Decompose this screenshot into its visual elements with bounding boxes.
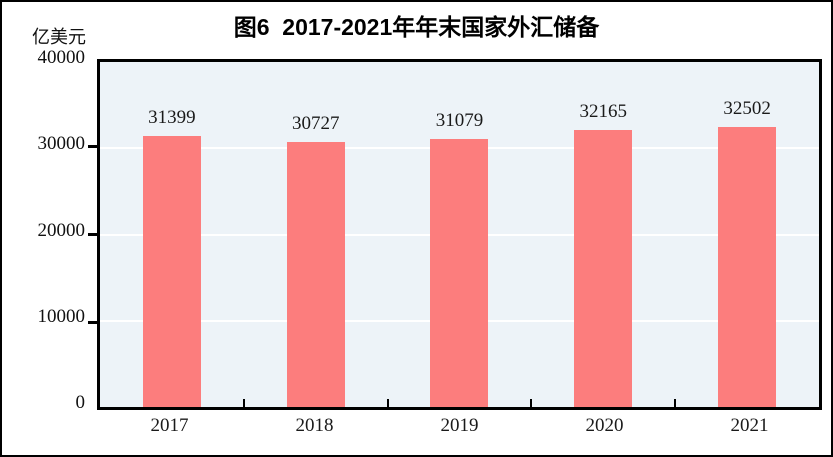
x-axis-tick-labels: 2017 2018 2019 2020 2021 bbox=[97, 415, 822, 443]
bar bbox=[286, 141, 345, 407]
y-tick-label: 10000 bbox=[37, 305, 86, 327]
x-tick-label: 2021 bbox=[730, 415, 769, 436]
bar bbox=[430, 138, 489, 407]
y-axis-tick-labels: 0 10000 20000 30000 40000 bbox=[2, 47, 86, 413]
y-tick-label: 20000 bbox=[37, 219, 86, 241]
x-axis-tick bbox=[530, 399, 533, 407]
bar-slot: 30727 bbox=[244, 62, 388, 407]
y-axis-tick bbox=[88, 320, 97, 324]
bar-value-label: 32165 bbox=[579, 100, 628, 122]
x-tick-label: 2020 bbox=[585, 415, 624, 436]
plot-area: 31399 30727 31079 32165 32502 bbox=[97, 59, 822, 410]
bar-value-label: 32502 bbox=[723, 97, 771, 119]
x-axis-tick bbox=[386, 399, 389, 407]
y-tick-label: 40000 bbox=[37, 47, 86, 69]
bar-slot: 31399 bbox=[100, 62, 244, 407]
y-axis-unit-label: 亿美元 bbox=[32, 27, 86, 47]
y-tick-label: 0 bbox=[75, 392, 86, 414]
bar bbox=[142, 136, 201, 407]
x-axis-tick bbox=[674, 399, 677, 407]
x-tick-label: 2018 bbox=[295, 415, 334, 436]
bar-value-label: 31079 bbox=[435, 109, 484, 131]
bar bbox=[574, 129, 633, 407]
bar bbox=[718, 126, 777, 407]
y-axis-tick bbox=[88, 145, 97, 149]
x-tick-label: 2019 bbox=[440, 415, 479, 436]
bar-slot: 31079 bbox=[388, 62, 532, 407]
bar-value-label: 30727 bbox=[291, 112, 340, 134]
bar-slot: 32165 bbox=[531, 62, 675, 407]
bar-value-label: 31399 bbox=[148, 107, 196, 129]
y-axis-tick bbox=[88, 233, 97, 236]
x-tick-label: 2017 bbox=[150, 415, 189, 436]
chart-title: 图6 2017-2021年年末国家外汇储备 bbox=[233, 14, 600, 40]
bar-slot: 32502 bbox=[675, 62, 819, 407]
y-tick-label: 30000 bbox=[37, 133, 86, 155]
x-axis-tick bbox=[242, 399, 245, 407]
